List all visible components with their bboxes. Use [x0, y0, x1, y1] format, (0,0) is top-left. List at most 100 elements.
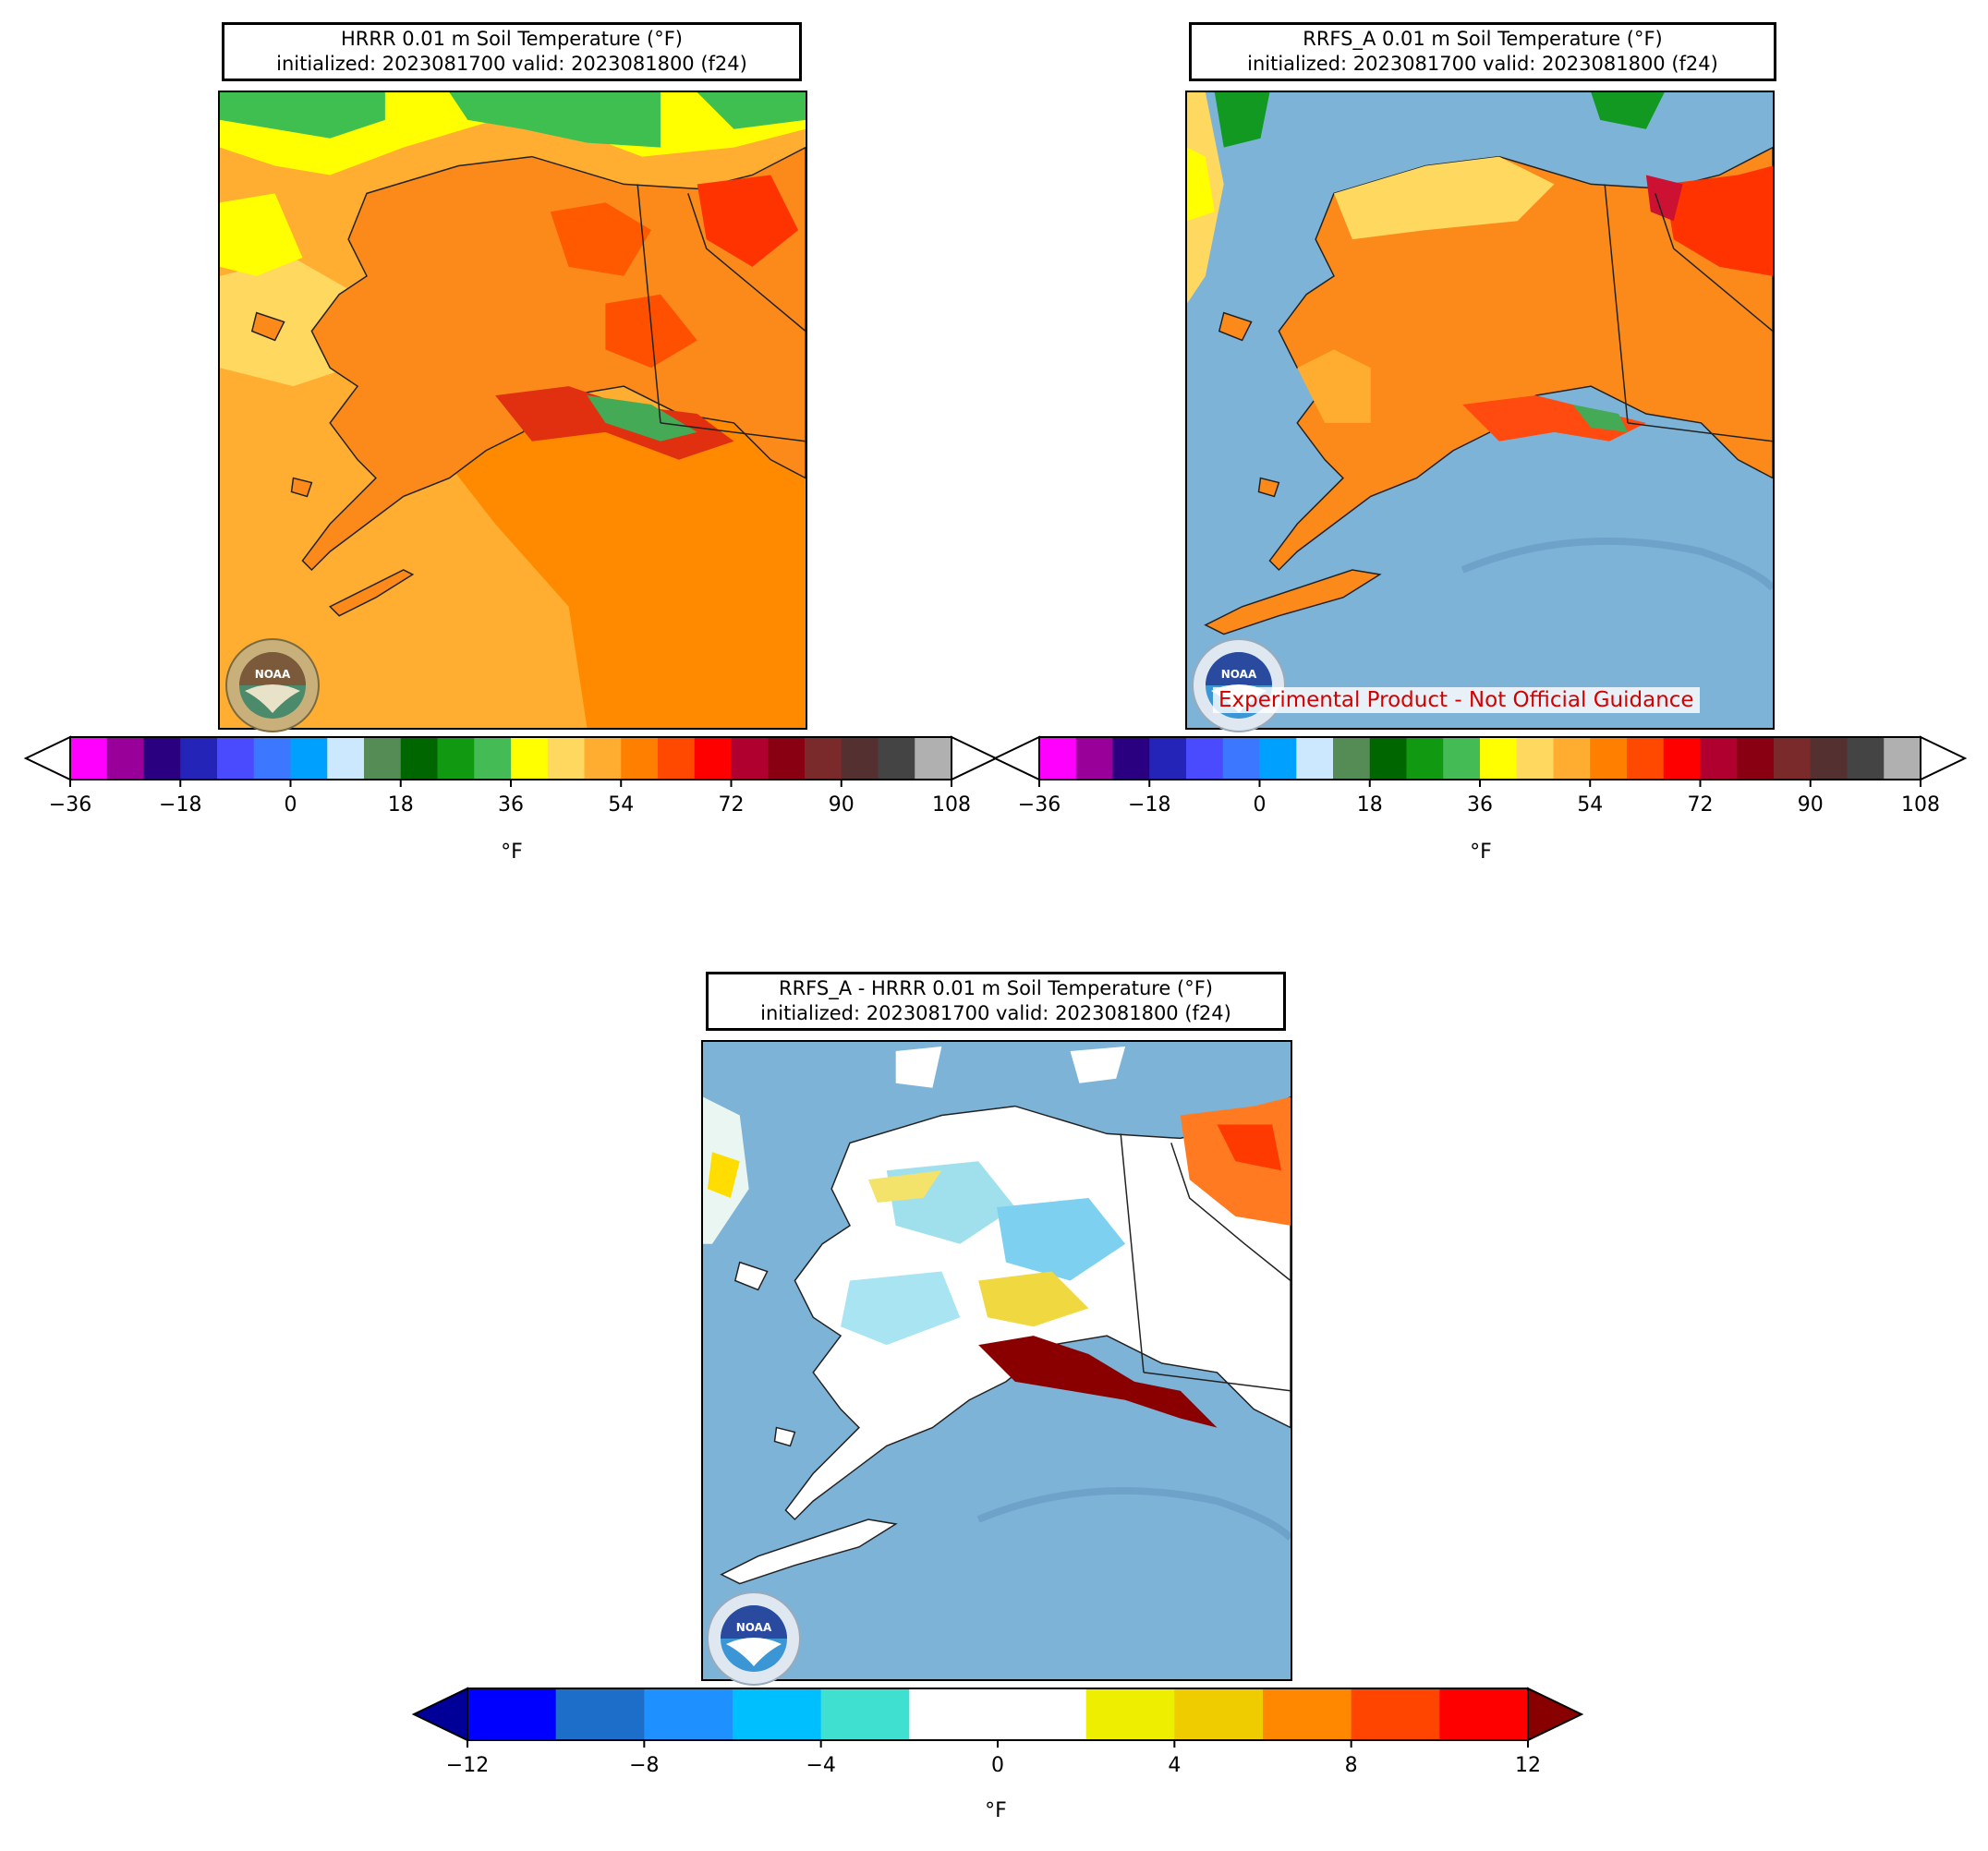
hrrr-colorbar-segment	[584, 737, 622, 780]
experimental-disclaimer: Experimental Product - Not Official Guid…	[1213, 687, 1700, 713]
diff-title-line1: RRFS_A - HRRR 0.01 m Soil Temperature (°…	[778, 977, 1213, 999]
hrrr-colorbar-tick-label: 54	[608, 793, 634, 817]
hrrr-colorbar-segment	[658, 737, 696, 780]
diff-colorbar-segment	[467, 1688, 557, 1740]
rrfs-colorbar-segment	[1627, 737, 1665, 780]
diff-colorbar-under-arrow	[411, 1687, 468, 1742]
rrfs-colorbar-segment	[1333, 737, 1371, 780]
diff-colorbar-segment	[644, 1688, 733, 1740]
rrfs-title-line1: RRFS_A 0.01 m Soil Temperature (°F)	[1303, 28, 1663, 50]
rrfs-colorbar-tick-label: −18	[1128, 793, 1170, 817]
diff-colorbar-segment	[998, 1688, 1087, 1740]
hrrr-colorbar-segment	[915, 737, 952, 780]
hrrr-colorbar-segment	[841, 737, 879, 780]
diff-colorbar-tick-label: −8	[629, 1754, 659, 1777]
diff-colorbar-tick-label: 12	[1515, 1754, 1541, 1777]
hrrr-colorbar-segment	[217, 737, 255, 780]
diff-map	[701, 1040, 1292, 1681]
hrrr-title: HRRR 0.01 m Soil Temperature (°F) initia…	[222, 22, 802, 81]
diff-colorbar-unit: °F	[985, 1799, 1007, 1822]
rrfs-colorbar-tick-label: 54	[1577, 793, 1603, 817]
diff-colorbar: −12 −8 −4 0 4 8 12	[411, 1687, 1584, 1777]
rrfs-colorbar-tick-label: −36	[1018, 793, 1061, 817]
diff-colorbar-segment	[1174, 1688, 1264, 1740]
rrfs-colorbar-segment	[1406, 737, 1444, 780]
hrrr-colorbar-tick-label: 72	[719, 793, 745, 817]
hrrr-colorbar-segment	[437, 737, 475, 780]
diff-colorbar-segment	[1351, 1688, 1440, 1740]
rrfs-colorbar-tick-label: 90	[1798, 793, 1824, 817]
rrfs-colorbar-tick-label: 72	[1688, 793, 1714, 817]
rrfs-title-line2: initialized: 2023081700 valid: 202308180…	[1247, 53, 1718, 75]
rrfs-colorbar-segment	[1590, 737, 1628, 780]
diff-colorbar-segment	[820, 1688, 910, 1740]
rrfs-colorbar-segment	[1810, 737, 1848, 780]
hrrr-colorbar-segment	[180, 737, 218, 780]
diff-colorbar-segment	[1085, 1688, 1175, 1740]
rrfs-colorbar-over-arrow	[1920, 735, 1968, 781]
rrfs-colorbar-segment	[1149, 737, 1187, 780]
rrfs-colorbar-segment	[1700, 737, 1738, 780]
hrrr-colorbar-unit: °F	[501, 841, 523, 864]
hrrr-colorbar-segment	[364, 737, 402, 780]
hrrr-colorbar-segment	[731, 737, 769, 780]
diff-colorbar-tick-label: −12	[446, 1754, 489, 1777]
hrrr-title-line2: initialized: 2023081700 valid: 202308180…	[276, 53, 747, 75]
hrrr-colorbar-tick-label: 36	[498, 793, 524, 817]
rrfs-colorbar-tick-label: 36	[1467, 793, 1493, 817]
rrfs-colorbar-segment	[1480, 737, 1518, 780]
rrfs-colorbar-segment	[1112, 737, 1150, 780]
rrfs-colorbar-segment	[1737, 737, 1775, 780]
rrfs-colorbar-segment	[1039, 737, 1077, 780]
hrrr-title-line1: HRRR 0.01 m Soil Temperature (°F)	[341, 28, 683, 50]
rrfs-colorbar-unit: °F	[1470, 841, 1492, 864]
rrfs-map	[1185, 91, 1775, 730]
hrrr-colorbar-segment	[694, 737, 732, 780]
rrfs-colorbar-segment	[1884, 737, 1921, 780]
rrfs-colorbar-segment	[1369, 737, 1407, 780]
hrrr-logo-text: NOAA	[255, 668, 291, 681]
diff-colorbar-over-arrow	[1527, 1687, 1584, 1742]
diff-colorbar-segment	[1439, 1688, 1529, 1740]
hrrr-colorbar-segment	[474, 737, 512, 780]
hrrr-colorbar-segment	[878, 737, 915, 780]
rrfs-colorbar-segment	[1186, 737, 1224, 780]
hrrr-colorbar-segment	[106, 737, 144, 780]
rrfs-colorbar-tick-label: 108	[1901, 793, 1940, 817]
hrrr-colorbar-segment	[400, 737, 438, 780]
hrrr-colorbar-segment	[70, 737, 108, 780]
rrfs-colorbar-tick-label: 0	[1254, 793, 1267, 817]
hrrr-colorbar-over-arrow	[951, 735, 999, 781]
diff-colorbar-segment	[733, 1688, 822, 1740]
hrrr-colorbar-tick-label: 108	[932, 793, 971, 817]
rrfs-colorbar-segment	[1847, 737, 1885, 780]
diff-colorbar-tick-label: 8	[1345, 1754, 1358, 1777]
diff-colorbar-segment	[1263, 1688, 1352, 1740]
hrrr-colorbar-segment	[253, 737, 291, 780]
hrrr-colorbar-segment	[768, 737, 806, 780]
hrrr-colorbar-segment	[327, 737, 365, 780]
hrrr-colorbar-tick-label: 90	[829, 793, 855, 817]
diff-colorbar-tick-label: −4	[806, 1754, 835, 1777]
rrfs-colorbar-segment	[1774, 737, 1812, 780]
hrrr-colorbar-segment	[290, 737, 328, 780]
hrrr-colorbar-tick-label: 0	[285, 793, 297, 817]
rrfs-colorbar-segment	[1075, 737, 1113, 780]
rrfs-colorbar-segment	[1516, 737, 1554, 780]
hrrr-colorbar-under-arrow	[23, 735, 71, 781]
hrrr-noaa-logo: NOAA	[224, 637, 321, 733]
diff-title: RRFS_A - HRRR 0.01 m Soil Temperature (°…	[706, 972, 1286, 1031]
hrrr-colorbar: −36 −18 0 18 36 54 72 90 108	[23, 735, 999, 818]
rrfs-noaa-logo: NOAA	[1191, 637, 1287, 733]
diff-noaa-logo: NOAA	[706, 1591, 802, 1687]
rrfs-colorbar-segment	[1663, 737, 1701, 780]
hrrr-colorbar-tick-label: −36	[49, 793, 91, 817]
hrrr-colorbar-segment	[143, 737, 181, 780]
hrrr-map	[218, 91, 807, 730]
diff-logo-text: NOAA	[736, 1621, 772, 1634]
diff-colorbar-tick-label: 4	[1168, 1754, 1181, 1777]
rrfs-colorbar-under-arrow	[992, 735, 1040, 781]
rrfs-colorbar-segment	[1296, 737, 1334, 780]
rrfs-colorbar-segment	[1222, 737, 1260, 780]
rrfs-colorbar-tick-label: 18	[1357, 793, 1383, 817]
